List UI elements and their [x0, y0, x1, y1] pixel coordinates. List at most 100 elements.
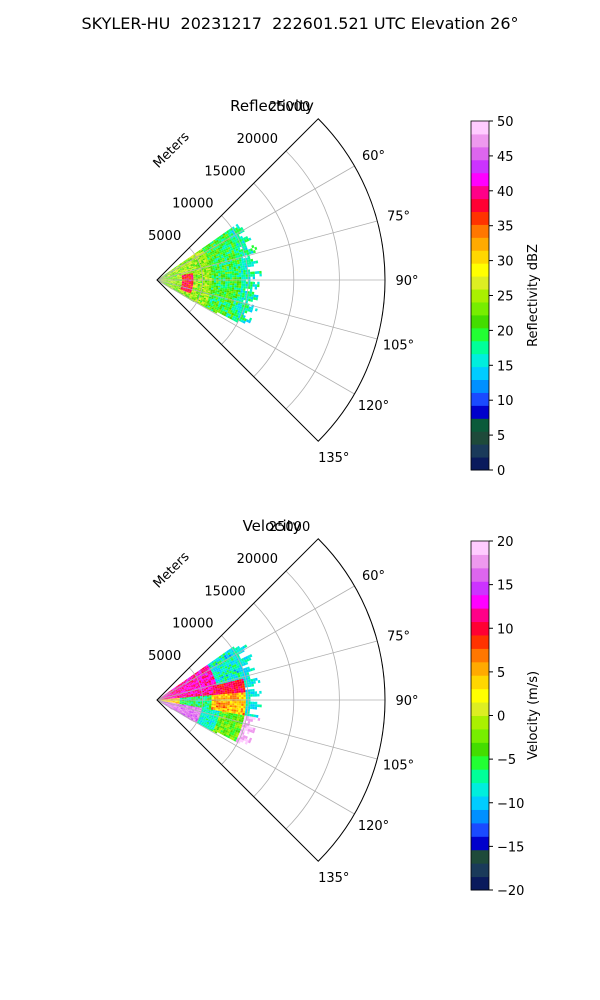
radar-cell — [173, 707, 176, 710]
radar-cell — [196, 289, 200, 291]
radar-cell — [184, 283, 187, 285]
radar-cell — [196, 681, 199, 684]
radar-cell — [232, 247, 236, 250]
radar-cell — [225, 275, 228, 278]
radar-cell — [187, 258, 190, 261]
radar-cell — [179, 280, 183, 282]
radar-cell — [195, 299, 198, 302]
radar-cell — [259, 704, 262, 708]
radar-cell — [186, 685, 189, 688]
radar-cell — [215, 681, 219, 684]
radar-cell — [174, 693, 177, 695]
radar-cell — [252, 284, 255, 287]
radar-cell — [209, 712, 213, 715]
radar-cell — [182, 268, 185, 270]
radar-cell — [235, 291, 239, 295]
radar-cell — [209, 719, 213, 723]
radar-cell — [182, 270, 186, 273]
radar-cell — [228, 727, 232, 730]
radar-cell — [175, 700, 178, 701]
radar-cell — [179, 281, 183, 283]
radar-cell — [177, 281, 180, 283]
radar-cell — [222, 662, 226, 666]
radar-cell — [224, 252, 228, 256]
radar-cell — [199, 301, 202, 304]
radar-cell — [168, 277, 171, 278]
radar-cell — [193, 298, 196, 301]
radar-cell — [222, 310, 226, 314]
radar-cell — [179, 290, 183, 292]
radar-cell — [241, 737, 245, 741]
radar-cell — [190, 694, 194, 697]
radar-cell — [204, 287, 207, 289]
radar-cell — [183, 707, 186, 709]
radar-cell — [212, 265, 215, 268]
radar-cell — [193, 282, 196, 284]
radar-cell — [208, 692, 212, 695]
radar-cell — [192, 693, 196, 695]
radar-cell — [171, 268, 175, 270]
radar-cell — [229, 701, 233, 704]
radar-cell — [165, 284, 168, 286]
radar-cell — [170, 277, 173, 279]
radar-cell — [186, 677, 190, 680]
radar-cell — [182, 269, 186, 272]
radar-cell — [196, 288, 200, 290]
radar-cell — [165, 696, 168, 698]
radar-cell — [257, 284, 260, 288]
radar-cell — [169, 693, 172, 695]
radar-cell — [249, 309, 253, 313]
radar-cell — [222, 694, 226, 696]
radar-cell — [223, 234, 227, 238]
radar-cell — [174, 703, 178, 705]
radar-cell — [204, 703, 208, 705]
radar-cell — [177, 269, 181, 272]
radar-cell — [200, 717, 204, 721]
radar-cell — [164, 693, 167, 695]
radar-cell — [218, 664, 222, 668]
radar-cell — [217, 238, 221, 242]
radar-cell — [209, 251, 213, 255]
radar-cell — [196, 708, 200, 710]
radar-cell — [218, 694, 221, 697]
radar-cell — [190, 675, 194, 678]
radar-cell — [163, 276, 166, 278]
radar-cell — [215, 248, 219, 252]
radar-cell — [222, 657, 226, 661]
radar-cell — [245, 249, 249, 253]
radar-cell — [213, 690, 216, 693]
radar-cell — [184, 281, 187, 283]
radar-cell — [233, 684, 236, 688]
radar-cell — [201, 272, 205, 274]
radar-cell — [200, 283, 203, 285]
radar-cell — [234, 304, 238, 308]
radar-cell — [200, 697, 203, 699]
colorbar-swatch — [471, 392, 489, 406]
radar-cell — [229, 316, 233, 320]
radar-cell — [206, 694, 210, 696]
radar-cell — [237, 254, 241, 258]
radar-cell — [217, 251, 220, 255]
radar-cell — [227, 273, 230, 276]
radar-cell — [195, 705, 198, 708]
radar-cell — [172, 704, 175, 706]
radar-cell — [230, 301, 234, 304]
radar-cell — [259, 690, 262, 694]
radial-axis-label: Meters — [151, 129, 193, 171]
radar-cell — [161, 700, 164, 702]
radar-cell — [171, 688, 175, 690]
radar-cell — [197, 277, 201, 279]
radar-cell — [171, 285, 174, 288]
radar-cell — [244, 659, 248, 663]
radar-cell — [224, 651, 228, 655]
radar-cell — [181, 686, 184, 689]
radar-cell — [243, 281, 246, 284]
radar-cell — [187, 294, 191, 297]
radar-cell — [174, 687, 177, 690]
radar-cell — [176, 274, 180, 276]
radar-cell — [238, 274, 242, 278]
radar-cell — [197, 673, 201, 676]
radar-cell — [171, 706, 174, 709]
radar-cell — [228, 265, 232, 268]
radar-cell — [202, 701, 205, 704]
